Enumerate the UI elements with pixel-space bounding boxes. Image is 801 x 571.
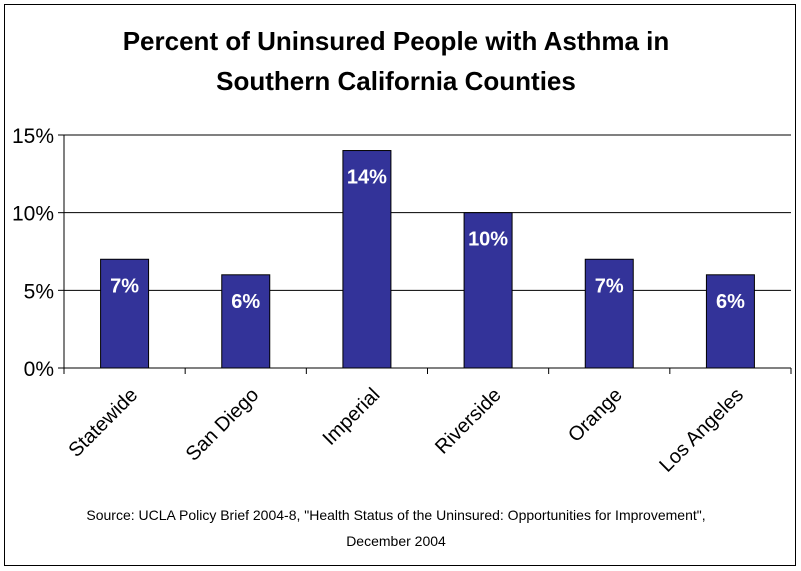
data-label: 14% (347, 167, 387, 189)
source-line-2: December 2004 (346, 533, 446, 549)
source-line-1: Source: UCLA Policy Brief 2004-8, "Healt… (86, 507, 705, 523)
y-tick-label: 15% (12, 125, 54, 148)
bar (100, 258, 150, 369)
bar (221, 274, 271, 369)
bar (463, 212, 513, 369)
chart-title-line-2: Southern California Counties (216, 66, 576, 96)
category-label: Riverside (431, 384, 506, 459)
data-label: 7% (595, 275, 624, 297)
category-label: Orange (564, 384, 627, 447)
bar (705, 274, 755, 369)
category-label: Los Angeles (655, 384, 748, 477)
bar (584, 258, 634, 369)
category-label: Imperial (319, 384, 385, 450)
bar (342, 150, 392, 369)
data-label: 6% (716, 291, 745, 313)
data-label: 6% (231, 291, 260, 313)
plot-area: 0% 5% 10% 15% 7% Statewide 6% San Diego 14% Imper… (12, 125, 792, 477)
y-tick-label: 5% (24, 280, 54, 303)
category-label: San Diego (182, 384, 264, 466)
chart-title-line-1: Percent of Uninsured People with Asthma … (123, 26, 670, 56)
data-label: 10% (468, 229, 508, 251)
y-tick-label: 10% (12, 203, 54, 226)
category-label: Statewide (64, 384, 142, 462)
data-label: 7% (110, 275, 139, 297)
y-tick-label: 0% (24, 358, 54, 381)
